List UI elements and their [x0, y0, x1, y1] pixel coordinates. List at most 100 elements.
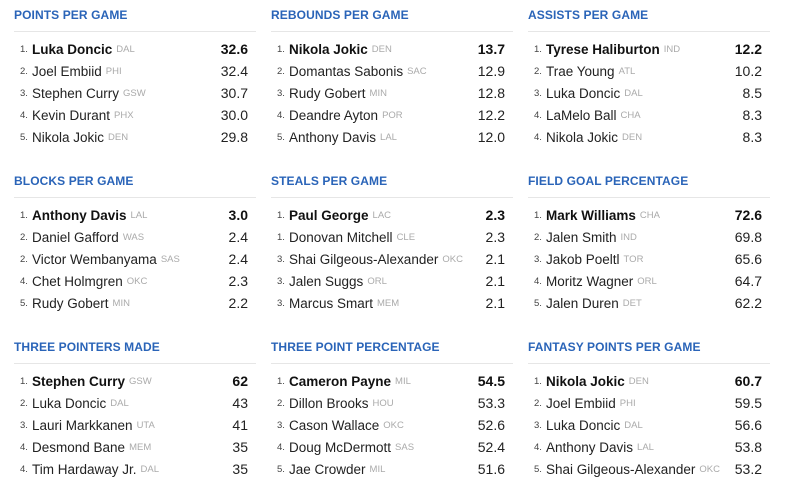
category-title[interactable]: BLOCKS PER GAME	[14, 174, 134, 188]
player-name-link[interactable]: Doug McDermott	[289, 439, 392, 455]
player-name-link[interactable]: Daniel Gafford	[32, 229, 119, 245]
category-title[interactable]: THREE POINT PERCENTAGE	[271, 340, 440, 354]
leader-row[interactable]: 3. Shai Gilgeous-Alexander OKC 2.1	[277, 248, 505, 270]
player-name-link[interactable]: Rudy Gobert	[32, 295, 109, 311]
leader-row[interactable]: 1. Stephen Curry GSW 62	[20, 370, 248, 392]
leader-row[interactable]: 3. Cason Wallace OKC 52.6	[277, 414, 505, 436]
leader-row[interactable]: 3. Luka Doncic DAL 8.5	[534, 82, 762, 104]
leader-row[interactable]: 1. Tyrese Haliburton IND 12.2	[534, 38, 762, 60]
category-title[interactable]: FANTASY POINTS PER GAME	[528, 340, 701, 354]
player-name-link[interactable]: Tim Hardaway Jr.	[32, 461, 137, 477]
category-title[interactable]: POINTS PER GAME	[14, 8, 128, 22]
leader-row[interactable]: 4. Desmond Bane MEM 35	[20, 436, 248, 458]
leader-row[interactable]: 4. Doug McDermott SAS 52.4	[277, 436, 505, 458]
leader-row[interactable]: 4. Nikola Jokic DEN 8.3	[534, 126, 762, 148]
leader-row[interactable]: 1. Nikola Jokic DEN 13.7	[277, 38, 505, 60]
leader-row[interactable]: 2. Trae Young ATL 10.2	[534, 60, 762, 82]
leader-row[interactable]: 4. Kevin Durant PHX 30.0	[20, 104, 248, 126]
leader-row[interactable]: 3. Marcus Smart MEM 2.1	[277, 292, 505, 314]
player-name-link[interactable]: Nikola Jokic	[32, 129, 105, 145]
player-name-link[interactable]: Kevin Durant	[32, 107, 111, 123]
leader-row[interactable]: 2. Jalen Smith IND 69.8	[534, 226, 762, 248]
leader-row[interactable]: 4. Moritz Wagner ORL 64.7	[534, 270, 762, 292]
leader-row[interactable]: 5. Anthony Davis LAL 12.0	[277, 126, 505, 148]
stat-value: 30.0	[220, 107, 248, 123]
leader-row[interactable]: 2. Luka Doncic DAL 43	[20, 392, 248, 414]
player-name-link[interactable]: Jalen Duren	[546, 295, 619, 311]
player-name-link[interactable]: Jakob Poeltl	[546, 251, 620, 267]
leader-row[interactable]: 3. Rudy Gobert MIN 12.8	[277, 82, 505, 104]
player-name-link[interactable]: Rudy Gobert	[289, 85, 366, 101]
leader-row[interactable]: 4. Chet Holmgren OKC 2.3	[20, 270, 248, 292]
player-name-link[interactable]: Luka Doncic	[32, 41, 113, 57]
player-name-link[interactable]: Paul George	[289, 207, 369, 223]
leader-row[interactable]: 1. Donovan Mitchell CLE 2.3	[277, 226, 505, 248]
player-name-link[interactable]: Joel Embiid	[32, 63, 102, 79]
leader-row[interactable]: 5. Shai Gilgeous-Alexander OKC 53.2	[534, 458, 762, 480]
leader-row[interactable]: 5. Nikola Jokic DEN 29.8	[20, 126, 248, 148]
player-name-link[interactable]: Deandre Ayton	[289, 107, 379, 123]
player-name-link[interactable]: Luka Doncic	[546, 85, 621, 101]
player-name-link[interactable]: Anthony Davis	[546, 439, 634, 455]
player-name-link[interactable]: Jalen Suggs	[289, 273, 364, 289]
category-title[interactable]: ASSISTS PER GAME	[528, 8, 649, 22]
leader-row[interactable]: 1. Paul George LAC 2.3	[277, 204, 505, 226]
category-title[interactable]: THREE POINTERS MADE	[14, 340, 160, 354]
player-name-link[interactable]: Anthony Davis	[32, 207, 127, 223]
player-name-link[interactable]: Shai Gilgeous-Alexander	[289, 251, 439, 267]
player-name-link[interactable]: Chet Holmgren	[32, 273, 123, 289]
player-name-link[interactable]: Trae Young	[546, 63, 615, 79]
category-title[interactable]: STEALS PER GAME	[271, 174, 388, 188]
player-name-link[interactable]: Stephen Curry	[32, 85, 120, 101]
leader-row[interactable]: 5. Rudy Gobert MIN 2.2	[20, 292, 248, 314]
player-name-link[interactable]: LaMelo Ball	[546, 107, 617, 123]
leader-row[interactable]: 3. Lauri Markkanen UTA 41	[20, 414, 248, 436]
leader-row[interactable]: 2. Joel Embiid PHI 32.4	[20, 60, 248, 82]
player-name-link[interactable]: Nikola Jokic	[546, 373, 625, 389]
leader-row[interactable]: 3. Jakob Poeltl TOR 65.6	[534, 248, 762, 270]
player-name-link[interactable]: Lauri Markkanen	[32, 417, 133, 433]
player-name-link[interactable]: Dillon Brooks	[289, 395, 369, 411]
player-name-link[interactable]: Stephen Curry	[32, 373, 126, 389]
player-name-link[interactable]: Joel Embiid	[546, 395, 616, 411]
leader-row[interactable]: 5. Jalen Duren DET 62.2	[534, 292, 762, 314]
player-name-link[interactable]: Marcus Smart	[289, 295, 374, 311]
player-name-link[interactable]: Domantas Sabonis	[289, 63, 404, 79]
leader-row[interactable]: 2. Domantas Sabonis SAC 12.9	[277, 60, 505, 82]
player-name-link[interactable]: Nikola Jokic	[289, 41, 368, 57]
player-name-link[interactable]: Cameron Payne	[289, 373, 392, 389]
leader-row[interactable]: 4. Tim Hardaway Jr. DAL 35	[20, 458, 248, 480]
player-name-link[interactable]: Mark Williams	[546, 207, 636, 223]
player-name-link[interactable]: Luka Doncic	[546, 417, 621, 433]
leader-row[interactable]: 1. Luka Doncic DAL 32.6	[20, 38, 248, 60]
leader-row[interactable]: 2. Daniel Gafford WAS 2.4	[20, 226, 248, 248]
player-name-link[interactable]: Cason Wallace	[289, 417, 380, 433]
leader-row[interactable]: 3. Luka Doncic DAL 56.6	[534, 414, 762, 436]
category-title[interactable]: FIELD GOAL PERCENTAGE	[528, 174, 689, 188]
player-name-link[interactable]: Luka Doncic	[32, 395, 107, 411]
leader-row[interactable]: 4. LaMelo Ball CHA 8.3	[534, 104, 762, 126]
player-name-link[interactable]: Jae Crowder	[289, 461, 366, 477]
player-name-link[interactable]: Moritz Wagner	[546, 273, 634, 289]
leader-row[interactable]: 3. Jalen Suggs ORL 2.1	[277, 270, 505, 292]
leader-row[interactable]: 3. Stephen Curry GSW 30.7	[20, 82, 248, 104]
player-name-link[interactable]: Victor Wembanyama	[32, 251, 157, 267]
player-name-link[interactable]: Nikola Jokic	[546, 129, 619, 145]
player-name-link[interactable]: Shai Gilgeous-Alexander	[546, 461, 696, 477]
player-name-link[interactable]: Jalen Smith	[546, 229, 617, 245]
player-name-link[interactable]: Anthony Davis	[289, 129, 377, 145]
leader-row[interactable]: 1. Cameron Payne MIL 54.5	[277, 370, 505, 392]
leader-row[interactable]: 1. Nikola Jokic DEN 60.7	[534, 370, 762, 392]
leader-row[interactable]: 1. Mark Williams CHA 72.6	[534, 204, 762, 226]
leader-row[interactable]: 4. Deandre Ayton POR 12.2	[277, 104, 505, 126]
leader-row[interactable]: 5. Jae Crowder MIL 51.6	[277, 458, 505, 480]
leader-row[interactable]: 2. Joel Embiid PHI 59.5	[534, 392, 762, 414]
leader-row[interactable]: 4. Anthony Davis LAL 53.8	[534, 436, 762, 458]
category-title[interactable]: REBOUNDS PER GAME	[271, 8, 409, 22]
leader-row[interactable]: 2. Dillon Brooks HOU 53.3	[277, 392, 505, 414]
leader-row[interactable]: 1. Anthony Davis LAL 3.0	[20, 204, 248, 226]
leader-row[interactable]: 2. Victor Wembanyama SAS 2.4	[20, 248, 248, 270]
player-name-link[interactable]: Tyrese Haliburton	[546, 41, 660, 57]
player-name-link[interactable]: Desmond Bane	[32, 439, 126, 455]
player-name-link[interactable]: Donovan Mitchell	[289, 229, 393, 245]
